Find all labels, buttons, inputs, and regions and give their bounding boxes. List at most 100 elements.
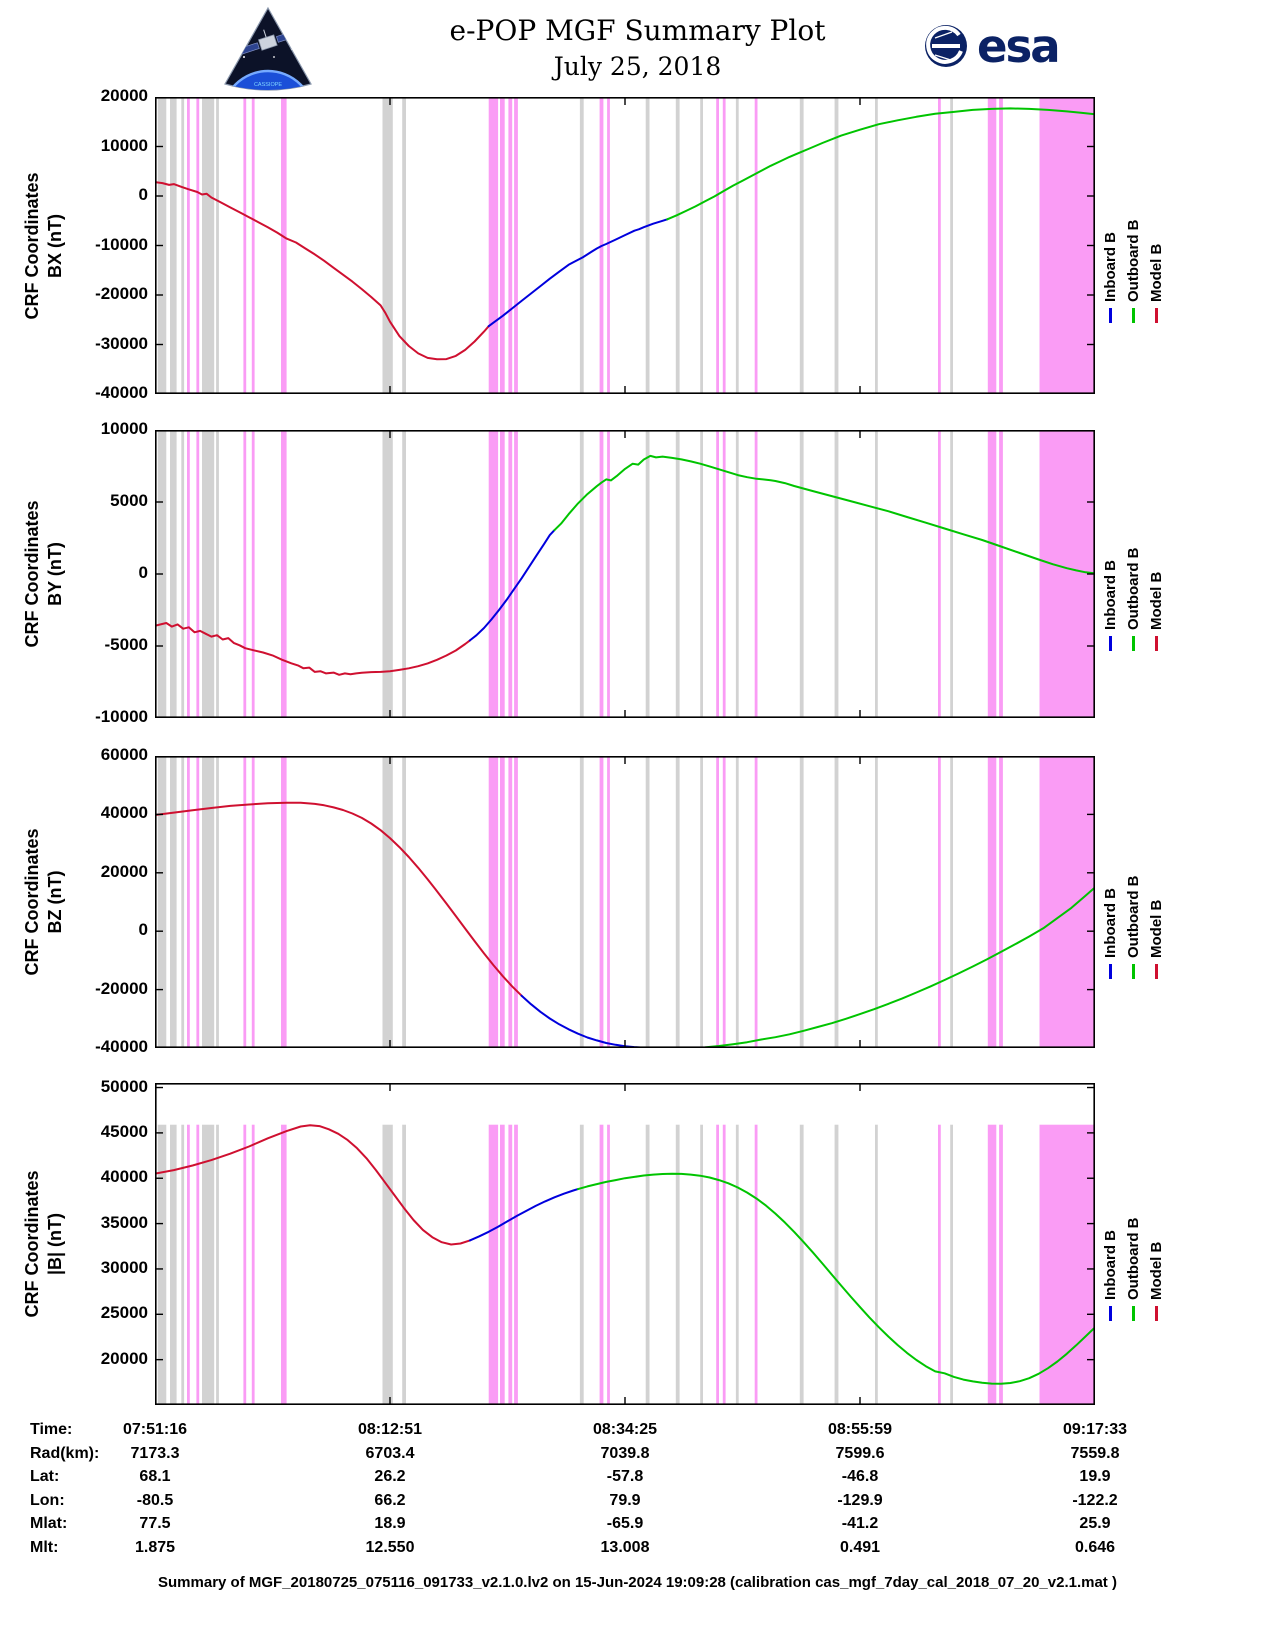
magenta-flag-band: [488, 756, 499, 1048]
legend-label-model: Model B: [1148, 571, 1165, 630]
table-cell: 07:51:16: [122, 1421, 188, 1438]
series-bx-inboard: [487, 218, 669, 328]
gray-flag-band: [950, 756, 953, 1048]
legend-swatch-inboard: [1109, 1306, 1112, 1321]
gray-flag-band: [216, 430, 219, 718]
gray-flag-band: [700, 756, 703, 1048]
magenta-flag-band: [488, 97, 499, 394]
gray-flag-band: [875, 97, 878, 394]
axis-box: [155, 756, 1095, 1048]
table-cell: -80.5: [136, 1491, 174, 1509]
gray-flag-band: [950, 1124, 953, 1405]
table-row-label: Lat:: [30, 1468, 60, 1486]
magenta-flag-band: [243, 430, 247, 718]
series-by-outboard: [553, 454, 1095, 575]
gray-flag-band: [181, 430, 185, 718]
gray-flag-band: [735, 1124, 739, 1405]
table-cell: -41.2: [841, 1515, 879, 1533]
magenta-flag-band: [987, 430, 997, 718]
legend-label-inboard: Inboard B: [1102, 888, 1119, 958]
magenta-flag-band: [508, 430, 513, 718]
gray-flag-band: [170, 97, 177, 394]
legend-label-inboard: Inboard B: [1102, 560, 1119, 630]
magenta-flag-band: [987, 97, 997, 394]
gray-flag-band: [675, 1124, 680, 1405]
magenta-flag-band: [500, 756, 505, 1048]
gray-flag-band: [645, 1124, 650, 1405]
table-cell: -122.2: [1072, 1491, 1118, 1509]
file-caption: Summary of MGF_20180725_075116_091733_v2…: [158, 1574, 1117, 1591]
ytick-label-bmag: 25000: [100, 1303, 148, 1323]
magenta-flag-band: [514, 97, 518, 394]
table-cell: 79.9: [609, 1491, 641, 1509]
ytick-label-bx: 10000: [100, 135, 148, 155]
gray-flag-band: [675, 97, 680, 394]
table-row-label: Rad(km):: [30, 1444, 100, 1462]
gray-flag-band: [875, 756, 878, 1048]
header-titles: e-POP MGF Summary Plot July 25, 2018: [0, 14, 1275, 81]
table-cell: 25.9: [1079, 1515, 1111, 1533]
gray-flag-band: [799, 756, 804, 1048]
legend-swatch-model: [1155, 964, 1158, 979]
magenta-flag-band: [987, 756, 997, 1048]
cassiope-label: CASSIOPE: [254, 82, 282, 88]
gray-flag-band: [700, 97, 703, 394]
magenta-flag-band: [488, 430, 499, 718]
magenta-flag-band: [514, 756, 518, 1048]
magenta-flag-band: [938, 756, 941, 1048]
gray-flag-band: [402, 430, 406, 718]
plot-date: July 25, 2018: [553, 52, 722, 81]
gray-flag-band: [170, 1124, 177, 1405]
series-bz-outboard: [675, 886, 1095, 1048]
magenta-flag-band: [243, 1124, 247, 1405]
magenta-flag-band: [281, 1124, 287, 1405]
magenta-flag-band: [754, 97, 758, 394]
magenta-flag-band: [196, 756, 200, 1048]
legend-entry-outboard: Outboard B: [1125, 170, 1142, 323]
table-cell: -129.9: [837, 1491, 883, 1509]
magenta-flag-band: [196, 1124, 200, 1405]
ytick-label-bmag: 50000: [100, 1076, 148, 1096]
series-bmag-inboard: [468, 1188, 579, 1242]
magenta-flag-band: [754, 756, 758, 1048]
magenta-flag-band: [508, 1124, 513, 1405]
legend-by: Inboard B Outboard B Model B: [1102, 498, 1165, 651]
gray-flag-band: [202, 97, 215, 394]
magenta-flag-band: [514, 430, 518, 718]
magenta-flag-band: [281, 756, 287, 1048]
gray-flag-band: [181, 97, 185, 394]
axis-box: [155, 430, 1095, 718]
legend-swatch-model: [1155, 307, 1158, 323]
legend-bz: Inboard B Outboard B Model B: [1102, 826, 1165, 979]
magenta-flag-band: [251, 756, 255, 1048]
table-cell: 12.550: [365, 1539, 415, 1556]
table-cell: 0.491: [839, 1539, 881, 1556]
ytick-label-bx: -20000: [95, 284, 148, 303]
gray-flag-band: [402, 97, 406, 394]
table-cell: 66.2: [374, 1491, 406, 1509]
plot-title: e-POP MGF Summary Plot: [449, 14, 826, 47]
legend-bmag: Inboard B Outboard B Model B: [1102, 1168, 1165, 1321]
gray-flag-band: [579, 756, 584, 1048]
magenta-flag-band: [999, 430, 1003, 718]
y-axis-label-line1: CRF Coordinates: [22, 828, 42, 976]
gray-flag-band: [645, 430, 650, 718]
magenta-flag-band: [716, 97, 719, 394]
legend-entry-model: Model B: [1148, 498, 1165, 651]
legend-swatch-outboard: [1132, 636, 1135, 651]
legend-swatch-outboard: [1132, 1306, 1135, 1321]
gray-flag-band: [579, 97, 584, 394]
table-row-label: Mlat:: [30, 1515, 68, 1533]
gray-flag-band: [181, 756, 185, 1048]
magenta-flag-band: [508, 97, 513, 394]
ytick-label-bmag: 45000: [100, 1121, 148, 1141]
table-cell: 26.2: [374, 1468, 406, 1486]
table-cell: -57.8: [606, 1468, 644, 1486]
table-row-label: Time:: [30, 1421, 73, 1438]
magenta-flag-band: [243, 97, 247, 394]
magenta-flag-band: [500, 430, 505, 718]
legend-entry-model: Model B: [1148, 1168, 1165, 1321]
table-cell: 08:34:25: [592, 1421, 658, 1438]
magenta-flag-band: [196, 430, 200, 718]
